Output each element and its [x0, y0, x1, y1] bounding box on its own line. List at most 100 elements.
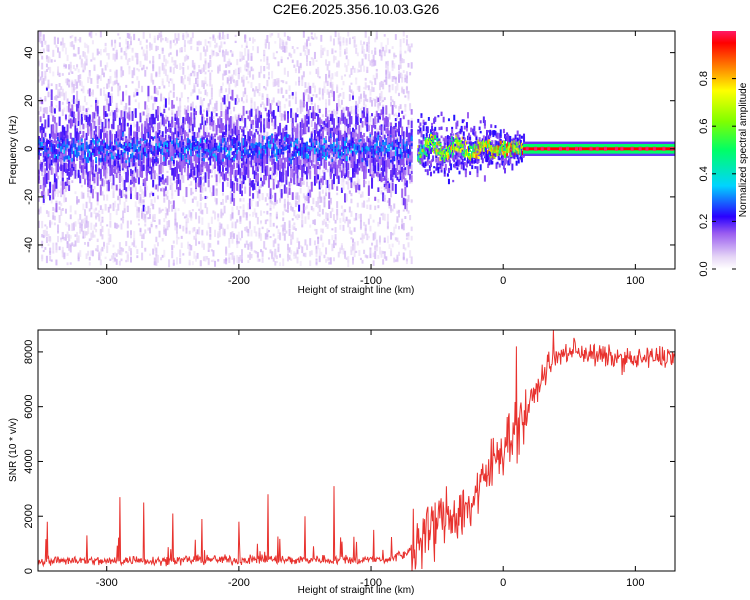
heatmap-cell: [166, 133, 169, 141]
heatmap-cell: [296, 167, 299, 179]
heatmap-cell: [260, 59, 263, 62]
heatmap-cell: [279, 142, 282, 153]
heatmap-cell: [101, 139, 104, 149]
heatmap-cell: [240, 230, 243, 239]
heatmap-cell: [172, 60, 175, 63]
heatmap-cell: [239, 183, 242, 194]
heatmap-cell: [296, 156, 299, 168]
heatmap-cell: [183, 130, 186, 140]
heatmap-cell: [250, 241, 253, 250]
heatmap-cell: [38, 197, 40, 202]
heatmap-cell: [126, 220, 129, 229]
heatmap-cell: [329, 138, 332, 147]
heatmap-cell: [291, 218, 294, 221]
heatmap-cell: [149, 208, 152, 214]
heatmap-cell: [252, 37, 255, 44]
heatmap-cell: [252, 88, 255, 92]
heatmap-cell: [258, 164, 261, 169]
heatmap-cell: [66, 168, 69, 176]
heatmap-cell: [256, 190, 259, 199]
heatmap-cell: [47, 147, 50, 151]
heatmap-cell: [320, 34, 323, 42]
heatmap-cell: [131, 113, 134, 122]
heatmap-cell: [306, 58, 309, 67]
heatmap-cell: [129, 172, 132, 177]
heatmap-cell: [248, 153, 251, 158]
heatmap-cell: [125, 52, 128, 60]
heatmap-cell: [103, 49, 106, 53]
heatmap-cell: [87, 122, 90, 133]
heatmap-cell: [152, 113, 155, 125]
heatmap-cell: [191, 261, 194, 266]
heatmap-cell: [256, 145, 259, 152]
heatmap-cell: [301, 119, 304, 128]
heatmap-cell: [82, 125, 85, 130]
heatmap-cell: [98, 168, 101, 174]
heatmap-cell: [82, 192, 85, 199]
heatmap-cell: [91, 137, 94, 143]
heatmap-cell: [185, 117, 188, 121]
heatmap-cell: [248, 136, 251, 142]
heatmap-cell: [188, 259, 191, 266]
heatmap-cell: [258, 71, 261, 78]
heatmap-cell: [61, 125, 64, 134]
heatmap-cell: [55, 162, 58, 174]
heatmap-cell: [280, 158, 283, 169]
heatmap-cell: [320, 45, 323, 51]
heatmap-cell: [264, 149, 267, 154]
heatmap-cell: [317, 196, 320, 205]
heatmap-cell: [145, 142, 148, 147]
heatmap-cell: [58, 116, 61, 126]
heatmap-cell: [60, 202, 63, 207]
heatmap-cell: [126, 173, 129, 183]
heatmap-cell: [226, 155, 229, 158]
heatmap-cell: [228, 244, 231, 248]
heatmap-cell: [129, 179, 132, 185]
heatmap-cell: [215, 100, 218, 104]
heatmap-cell: [220, 85, 223, 91]
heatmap-cell: [42, 127, 45, 134]
heatmap-cell: [52, 49, 55, 57]
heatmap-cell: [320, 150, 323, 160]
heatmap-cell: [103, 168, 106, 177]
heatmap-cell: [49, 66, 52, 74]
heatmap-cell: [106, 133, 109, 145]
heatmap-cell: [288, 151, 291, 163]
heatmap-cell: [44, 162, 47, 166]
heatmap-cell: [199, 193, 202, 202]
heatmap-cell: [269, 135, 272, 141]
heatmap-cell: [255, 144, 258, 151]
heatmap-cell: [256, 166, 259, 172]
heatmap-cell: [106, 83, 109, 89]
heatmap-cell: [326, 116, 329, 126]
heatmap-cell: [237, 164, 240, 175]
heatmap-cell: [320, 196, 323, 203]
heatmap-cell: [112, 168, 115, 173]
heatmap-cell: [125, 194, 128, 199]
heatmap-cell: [280, 87, 283, 91]
heatmap-cell: [260, 114, 263, 119]
heatmap-cell: [109, 69, 112, 72]
heatmap-cell: [164, 119, 167, 124]
heatmap-cell: [226, 177, 229, 181]
heatmap-cell: [271, 133, 274, 136]
heatmap-cell: [193, 251, 196, 259]
heatmap-cell: [293, 165, 296, 171]
heatmap-cell: [187, 76, 190, 82]
heatmap-cell: [187, 133, 190, 141]
heatmap-cell: [214, 109, 217, 114]
heatmap-cell: [195, 138, 198, 144]
heatmap-cell: [307, 212, 310, 220]
heatmap-cell: [236, 156, 239, 165]
heatmap-cell: [302, 203, 305, 214]
heatmap-cell: [261, 226, 264, 230]
heatmap-cell: [126, 230, 129, 238]
heatmap-cell: [61, 231, 64, 237]
heatmap-cell: [149, 142, 152, 153]
heatmap-cell: [57, 132, 60, 137]
heatmap-cell: [258, 232, 261, 239]
heatmap-cell: [253, 103, 256, 111]
heatmap-cell: [141, 199, 144, 204]
heatmap-cell: [169, 66, 172, 73]
heatmap-cell: [80, 147, 83, 152]
